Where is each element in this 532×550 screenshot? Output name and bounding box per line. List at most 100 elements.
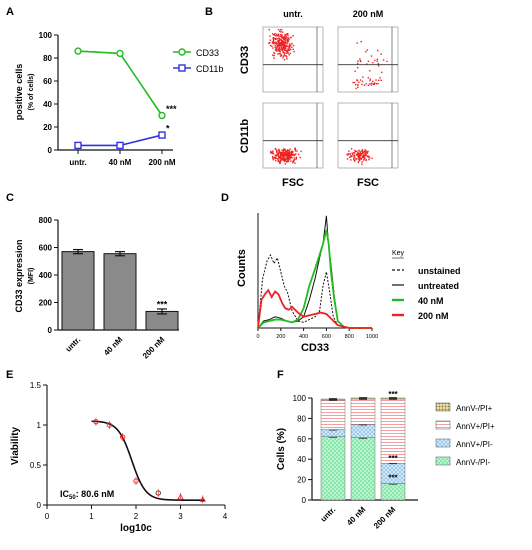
event-dot (288, 156, 290, 158)
event-dot (289, 48, 292, 51)
event-dot (274, 46, 276, 49)
event-dot (348, 150, 350, 152)
x-tick-label: 4 (223, 512, 228, 521)
event-dot (284, 46, 287, 49)
event-dot (287, 50, 289, 52)
y-tick-label: 0 (302, 496, 307, 505)
significance-mark: *** (388, 474, 398, 483)
event-dot (279, 44, 281, 47)
data-point (116, 49, 124, 58)
event-dot (356, 62, 359, 65)
panel-letter-b: B (205, 6, 213, 18)
event-dot (279, 42, 282, 44)
event-dot (280, 155, 282, 157)
event-dot (363, 155, 365, 157)
event-dot (366, 63, 368, 65)
event-dot (279, 162, 281, 164)
event-dot (372, 83, 374, 85)
event-dot (282, 159, 285, 161)
event-dot (278, 37, 280, 39)
event-dot (366, 152, 369, 154)
event-dot (357, 152, 359, 155)
event-dot (292, 35, 294, 37)
ic50-value: : 80.6 nM (76, 489, 115, 499)
legend-swatch (435, 402, 451, 412)
event-dot (285, 56, 288, 58)
event-dot (359, 58, 361, 60)
event-dot (275, 154, 277, 156)
event-dot (295, 157, 298, 160)
event-dot (283, 148, 285, 150)
event-dot (269, 35, 271, 37)
event-dot (347, 154, 349, 156)
event-dot (355, 158, 357, 160)
y-tick-label: 20 (297, 476, 306, 485)
event-dot (361, 161, 363, 163)
data-point (74, 141, 82, 150)
event-dot (282, 55, 285, 57)
event-dot (288, 152, 290, 154)
x-tick-label: 40 nM (345, 505, 368, 528)
event-dot (281, 49, 284, 52)
event-dot (353, 154, 355, 157)
x-tick-label: 200 nM (141, 335, 167, 361)
event-dot (279, 151, 281, 153)
panel-letter-d: D (221, 192, 229, 204)
event-dot (277, 29, 280, 31)
event-dot (276, 45, 278, 47)
y-tick-label: 100 (39, 31, 53, 40)
event-dot (363, 158, 366, 160)
event-dot (361, 152, 363, 155)
event-dot (281, 40, 283, 42)
event-dot (284, 39, 287, 42)
y-tick-label: 800 (39, 216, 53, 225)
event-dot (289, 155, 291, 157)
ic50-prefix: IC (60, 489, 70, 499)
x-axis-label: CD33 (301, 342, 329, 354)
event-dot (350, 155, 352, 157)
x-tick-label: 200 (276, 334, 285, 340)
event-dot (294, 162, 296, 164)
event-dot (376, 60, 378, 62)
event-dot (288, 39, 290, 41)
stacked-segment-green (350, 437, 376, 501)
event-dot (295, 153, 297, 155)
ic50-label: IC50: 80.6 nM (60, 489, 114, 501)
event-dot (273, 52, 276, 55)
event-dot (299, 156, 301, 159)
y-tick-label: 40 (297, 455, 306, 464)
event-dot (285, 55, 287, 57)
event-dot (347, 153, 349, 155)
event-dot (367, 77, 369, 79)
y-axis-label-unit: (% of cells) (28, 74, 35, 111)
event-dot (282, 149, 285, 152)
event-dot (371, 157, 373, 160)
y-tick-label: 1.5 (30, 381, 42, 390)
x-tick-label: untr. (64, 335, 83, 354)
event-dot (279, 55, 282, 57)
event-dot (363, 150, 366, 152)
event-dot (274, 147, 277, 150)
significance-mark: *** (166, 104, 177, 114)
event-dot (281, 153, 283, 155)
event-dot (354, 160, 356, 162)
event-dot (380, 79, 382, 82)
event-dot (294, 148, 296, 150)
event-dot (278, 48, 280, 50)
event-dot (280, 158, 283, 161)
event-dot (285, 152, 287, 155)
x-tick-label: 40 nM (102, 335, 125, 358)
event-dot (279, 156, 282, 158)
event-dot (357, 84, 359, 86)
event-dot (276, 152, 279, 155)
panel-c-bar-chart: 0 200 400 600 800 CD33 expression (MFI) untr. 40… (14, 216, 179, 361)
event-dot (300, 150, 302, 153)
event-dot (358, 81, 360, 84)
event-dot (286, 157, 289, 159)
stacked-segment-green (380, 483, 406, 501)
event-dot (294, 147, 296, 149)
x-tick-label: 3 (178, 512, 183, 521)
event-dot (292, 44, 295, 47)
event-dot (361, 151, 364, 153)
event-dot (369, 79, 371, 82)
